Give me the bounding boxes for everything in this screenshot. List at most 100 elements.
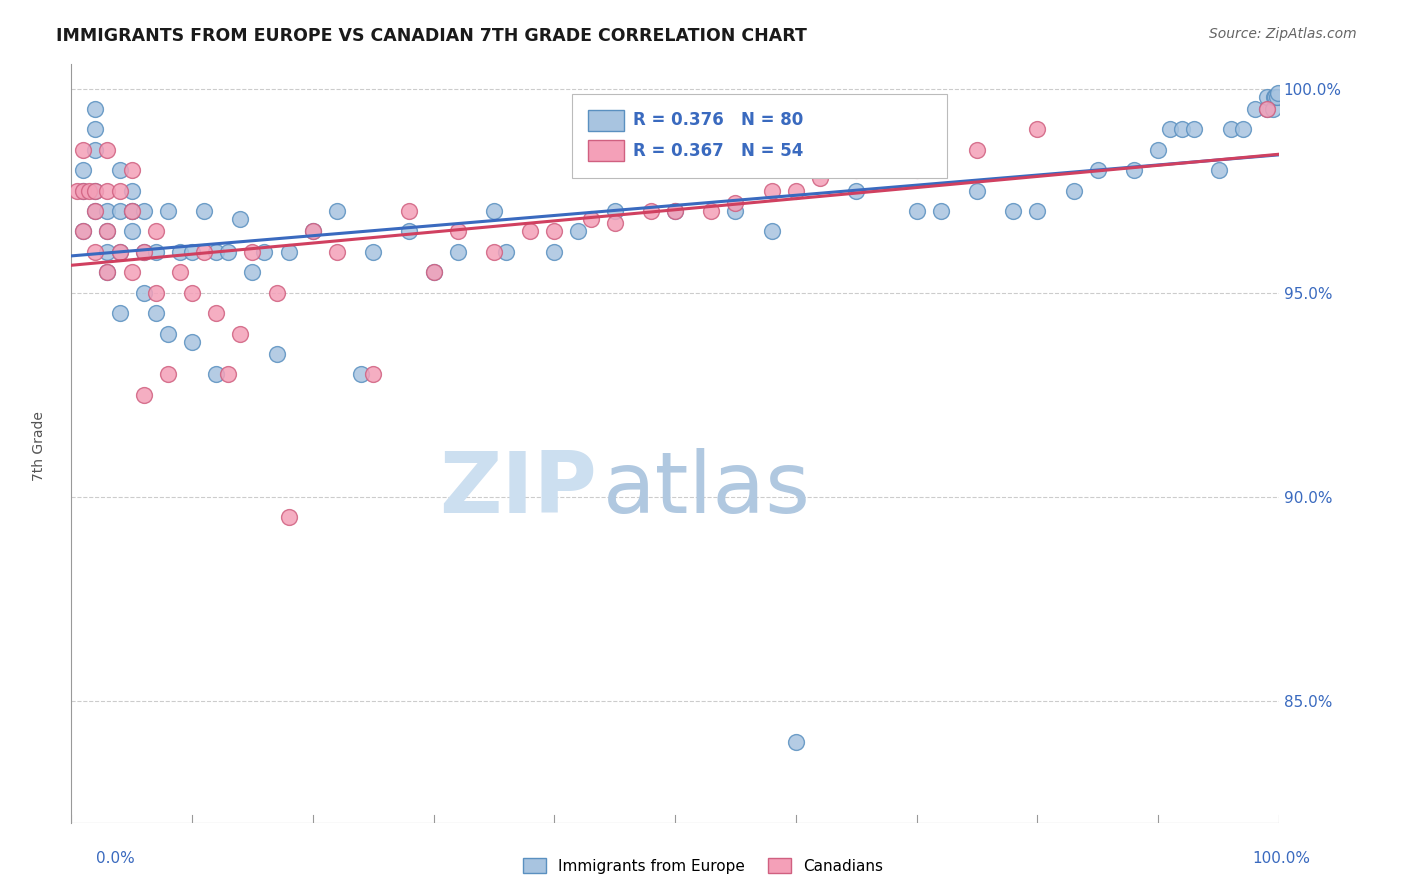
Point [301, 224, 323, 238]
Point [603, 216, 626, 230]
Point [1243, 102, 1265, 116]
Point [96, 224, 118, 238]
Point [482, 244, 505, 259]
Point [96, 265, 118, 279]
Text: 100.0%: 100.0% [1253, 851, 1310, 865]
Point [132, 244, 155, 259]
Point [72, 224, 94, 238]
Point [326, 244, 349, 259]
Point [543, 224, 565, 238]
Point [108, 184, 131, 198]
Point [108, 306, 131, 320]
Point [495, 244, 517, 259]
Point [567, 224, 589, 238]
Point [108, 204, 131, 219]
Point [1208, 163, 1230, 178]
Point [1267, 86, 1289, 100]
Point [242, 265, 264, 279]
Point [1171, 122, 1194, 136]
Point [482, 204, 505, 219]
Text: IMMIGRANTS FROM EUROPE VS CANADIAN 7TH GRADE CORRELATION CHART: IMMIGRANTS FROM EUROPE VS CANADIAN 7TH G… [56, 27, 807, 45]
Point [121, 224, 143, 238]
Point [422, 265, 444, 279]
Point [447, 244, 470, 259]
Point [1265, 89, 1288, 103]
Point [1256, 102, 1278, 116]
Point [121, 163, 143, 178]
Point [326, 204, 349, 219]
Point [845, 184, 868, 198]
Point [422, 265, 444, 279]
Point [205, 244, 228, 259]
Point [785, 735, 807, 749]
Point [519, 224, 541, 238]
Point [301, 224, 323, 238]
Point [181, 285, 204, 300]
Point [808, 163, 831, 178]
Text: R = 0.367   N = 54: R = 0.367 N = 54 [633, 142, 803, 160]
Point [145, 306, 167, 320]
Text: 0.0%: 0.0% [96, 851, 135, 865]
Point [132, 244, 155, 259]
Point [761, 224, 783, 238]
Point [66, 184, 89, 198]
Point [966, 143, 988, 157]
Point [121, 204, 143, 219]
Point [905, 204, 928, 219]
Point [79, 184, 101, 198]
Point [156, 326, 179, 341]
Point [664, 204, 686, 219]
Point [205, 368, 228, 382]
Point [1264, 89, 1286, 103]
Point [929, 204, 952, 219]
Point [1159, 122, 1181, 136]
Point [266, 285, 288, 300]
Point [121, 204, 143, 219]
Point [1063, 184, 1085, 198]
Text: 7th Grade: 7th Grade [32, 411, 46, 481]
Point [72, 184, 94, 198]
Point [845, 163, 868, 178]
Point [145, 285, 167, 300]
Point [277, 244, 299, 259]
Point [447, 224, 470, 238]
Point [724, 204, 747, 219]
Point [145, 224, 167, 238]
Bar [588, 140, 624, 161]
Point [84, 184, 107, 198]
Point [132, 285, 155, 300]
Point [121, 265, 143, 279]
Point [785, 184, 807, 198]
Point [96, 184, 118, 198]
Bar [588, 110, 624, 131]
Point [350, 368, 373, 382]
Point [193, 244, 215, 259]
Point [217, 244, 239, 259]
Point [1002, 204, 1025, 219]
Point [217, 368, 239, 382]
Point [966, 184, 988, 198]
Point [1263, 89, 1285, 103]
Point [229, 212, 252, 227]
Point [700, 204, 723, 219]
Point [96, 265, 118, 279]
Point [1026, 204, 1049, 219]
Legend: Immigrants from Europe, Canadians: Immigrants from Europe, Canadians [517, 852, 889, 880]
Point [361, 368, 384, 382]
Text: atlas: atlas [603, 448, 811, 531]
Point [156, 204, 179, 219]
Point [398, 204, 420, 219]
Point [664, 204, 686, 219]
Point [640, 204, 662, 219]
Point [1182, 122, 1205, 136]
Point [1123, 163, 1146, 178]
Point [84, 204, 107, 219]
Point [96, 224, 118, 238]
Point [181, 334, 204, 349]
Point [1261, 102, 1284, 116]
Point [72, 184, 94, 198]
Point [145, 244, 167, 259]
Point [121, 184, 143, 198]
Point [1232, 122, 1254, 136]
Point [96, 204, 118, 219]
